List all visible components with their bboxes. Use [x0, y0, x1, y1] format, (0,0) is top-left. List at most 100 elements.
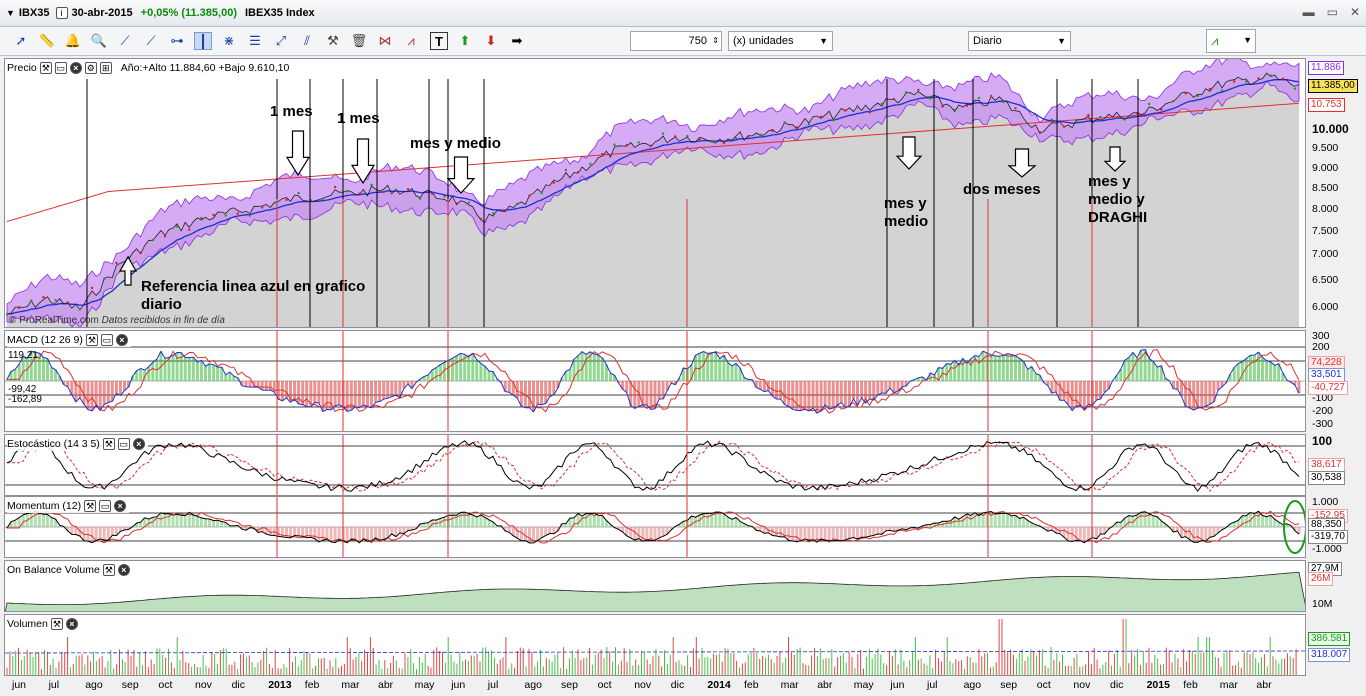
chevron-down-icon: ▼	[819, 36, 828, 46]
arrow-right-icon[interactable]: ➡	[511, 33, 523, 48]
cursor-icon[interactable]: ➚	[15, 33, 27, 48]
close-icon[interactable]: ×	[132, 438, 145, 450]
annotation-one-month: 1 mes	[270, 103, 313, 120]
units-input[interactable]: 750 ⇕	[630, 31, 722, 51]
close-icon[interactable]: ×	[69, 62, 82, 74]
macd-chart[interactable]	[5, 331, 1306, 432]
zoom-icon[interactable]: 🔍	[90, 33, 108, 48]
arrow-down-icon[interactable]: ⬇	[485, 33, 497, 48]
stochastic-axis: 100 38,617 30,538	[1306, 434, 1366, 496]
x-axis-label: jul	[927, 679, 938, 691]
wave-icon[interactable]: ⩘	[407, 33, 415, 48]
dropdown-arrow-icon[interactable]: ▼	[6, 8, 15, 18]
data-note-text: Datos recibidos in fin de día	[101, 315, 225, 326]
horizontal-line-icon[interactable]: ⊶	[170, 33, 184, 48]
price-marker	[734, 137, 738, 140]
x-axis-label: abr	[1256, 679, 1272, 691]
last-price-tag: 11.385,00	[1308, 79, 1358, 93]
price-marker	[358, 192, 361, 195]
x-axis-label: 2014	[707, 679, 731, 691]
down-arrow-icon	[446, 156, 476, 194]
momentum-chart[interactable]	[5, 497, 1306, 558]
x-axis-label: feb	[304, 679, 320, 691]
x-axis-label: ago	[85, 679, 103, 691]
price-marker	[151, 238, 154, 242]
volume-chart[interactable]	[5, 615, 1306, 676]
ruler-icon[interactable]: 📏	[38, 33, 56, 48]
pitchfork-icon[interactable]: ⫽	[304, 33, 310, 48]
obv-panel[interactable]: On Balance Volume ⚒ ×	[4, 560, 1306, 612]
annotation-two-months: dos meses	[963, 181, 1041, 198]
window-icon[interactable]: ▭	[117, 438, 130, 450]
volume-panel[interactable]: Volumen ⚒ ×	[4, 614, 1306, 676]
wrench-icon[interactable]: ⚒	[84, 500, 97, 512]
vertical-line-icon[interactable]: ┃	[194, 32, 212, 50]
symbol-label[interactable]: IBX35	[18, 7, 50, 19]
y-tick: 300	[1312, 330, 1330, 342]
fan-tool-icon[interactable]: ⋇	[223, 33, 235, 48]
arrow-up-icon[interactable]: ⬆	[459, 33, 471, 48]
obv-axis: 27,9M 26M 10M	[1306, 560, 1366, 612]
alarm-icon[interactable]: 🔔	[64, 33, 82, 48]
price-marker	[1123, 118, 1127, 121]
x-axis-label: jun	[12, 679, 27, 691]
wrench-icon[interactable]: ⚒	[50, 618, 63, 630]
panel-title: Volumen	[7, 618, 48, 630]
price-marker	[163, 235, 167, 238]
y-tick: 10M	[1312, 598, 1333, 610]
period-select[interactable]: Diario ▼	[968, 31, 1071, 51]
momentum-panel[interactable]: Momentum (12) ⚒ ▭ ×	[4, 496, 1306, 558]
x-axis-label: feb	[1183, 679, 1198, 691]
price-marker	[904, 91, 908, 94]
stochastic-panel-header: Estocástico (14 3 5) ⚒ ▭ ×	[7, 437, 148, 451]
stochastic-panel[interactable]: Estocástico (14 3 5) ⚒ ▭ ×	[4, 434, 1306, 496]
window-icon[interactable]: ▭	[99, 500, 112, 512]
close-icon[interactable]: ×	[65, 618, 78, 630]
stochastic-chart[interactable]	[5, 435, 1306, 496]
wrench-icon[interactable]: ⚒	[39, 62, 52, 74]
price-marker	[200, 216, 203, 220]
wrench-icon[interactable]: ⚒	[102, 564, 115, 576]
window-icon[interactable]: ▭	[54, 62, 67, 74]
macd-line	[6, 348, 1300, 414]
tools-icon[interactable]: ⚒	[327, 33, 339, 48]
price-marker	[710, 140, 713, 143]
wrench-icon[interactable]: ⚒	[85, 334, 98, 346]
maximize-icon[interactable]: ▭	[1326, 5, 1338, 19]
price-marker	[1281, 77, 1285, 80]
stepper-icon[interactable]: ⇕	[712, 36, 719, 45]
price-chart[interactable]	[5, 59, 1306, 328]
price-marker	[649, 144, 653, 147]
minimize-icon[interactable]: ▬	[1302, 5, 1315, 19]
pattern-icon[interactable]: ⋈	[378, 33, 392, 48]
trash-icon[interactable]: 🗑	[350, 33, 368, 48]
window-icon[interactable]: ▭	[100, 334, 113, 346]
close-icon[interactable]: ×	[117, 564, 130, 576]
price-axis: 11.886 11.385,00 10.753 10.000 9.500 9.0…	[1306, 58, 1366, 328]
macd-panel[interactable]: MACD (12 26 9) ⚒ ▭ × 119,21 -99,42 -162,…	[4, 330, 1306, 432]
price-panel[interactable]: Precio ⚒ ▭ × ⚙ ⊞ Año:+Alto 11.884,60 +Ba…	[4, 58, 1306, 328]
wrench-icon[interactable]: ⚒	[102, 438, 115, 450]
price-marker	[103, 277, 106, 281]
text-tool-icon[interactable]: T	[430, 32, 448, 50]
ray-tool-icon[interactable]: ⟋	[146, 33, 156, 48]
chart-template-button[interactable]: ⩘ ▼	[1206, 29, 1256, 53]
obv-panel-header: On Balance Volume ⚒ ×	[7, 563, 133, 577]
units-select[interactable]: (x) unidades ▼	[728, 31, 833, 51]
obv-chart[interactable]	[5, 561, 1306, 612]
bollinger-band	[6, 59, 1300, 327]
fibonacci-icon[interactable]: ☰	[249, 33, 261, 48]
info-icon[interactable]: i	[55, 7, 68, 19]
layout-icon[interactable]: ⊞	[99, 62, 112, 74]
x-axis-label: jul	[487, 679, 499, 691]
settings-icon[interactable]: ⚙	[84, 62, 97, 74]
price-marker	[431, 192, 434, 195]
channel-icon[interactable]: ⤢	[275, 33, 287, 48]
chevron-down-icon: ▼	[1243, 35, 1252, 45]
close-icon[interactable]: ✕	[1349, 5, 1360, 19]
x-axis-label: sep	[121, 679, 139, 691]
close-icon[interactable]: ×	[115, 334, 128, 346]
close-icon[interactable]: ×	[114, 500, 127, 512]
line-tool-icon[interactable]: ⟋	[120, 33, 130, 48]
price-marker	[576, 171, 580, 174]
